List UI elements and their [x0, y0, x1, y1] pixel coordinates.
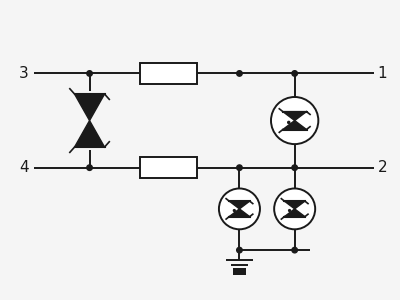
Ellipse shape — [87, 165, 92, 170]
Text: 3: 3 — [19, 66, 28, 81]
Polygon shape — [283, 112, 306, 121]
Bar — [140, 157, 197, 178]
Polygon shape — [74, 121, 104, 147]
Ellipse shape — [87, 71, 92, 76]
Ellipse shape — [292, 165, 298, 170]
Text: 4: 4 — [19, 160, 28, 175]
Ellipse shape — [289, 210, 290, 212]
Bar — [233, 268, 246, 275]
Ellipse shape — [271, 97, 318, 144]
Ellipse shape — [292, 248, 298, 253]
Ellipse shape — [233, 210, 235, 212]
Ellipse shape — [292, 71, 298, 76]
Bar — [140, 63, 197, 84]
Ellipse shape — [219, 188, 260, 229]
Ellipse shape — [274, 188, 315, 229]
Text: 1: 1 — [378, 66, 387, 81]
Polygon shape — [229, 201, 250, 209]
Polygon shape — [284, 201, 305, 209]
Text: 2: 2 — [378, 160, 387, 175]
Polygon shape — [229, 209, 250, 217]
Polygon shape — [74, 94, 104, 121]
Polygon shape — [283, 121, 306, 130]
Ellipse shape — [237, 248, 242, 253]
Ellipse shape — [237, 165, 242, 170]
Ellipse shape — [237, 71, 242, 76]
Ellipse shape — [288, 122, 290, 124]
Polygon shape — [284, 209, 305, 217]
